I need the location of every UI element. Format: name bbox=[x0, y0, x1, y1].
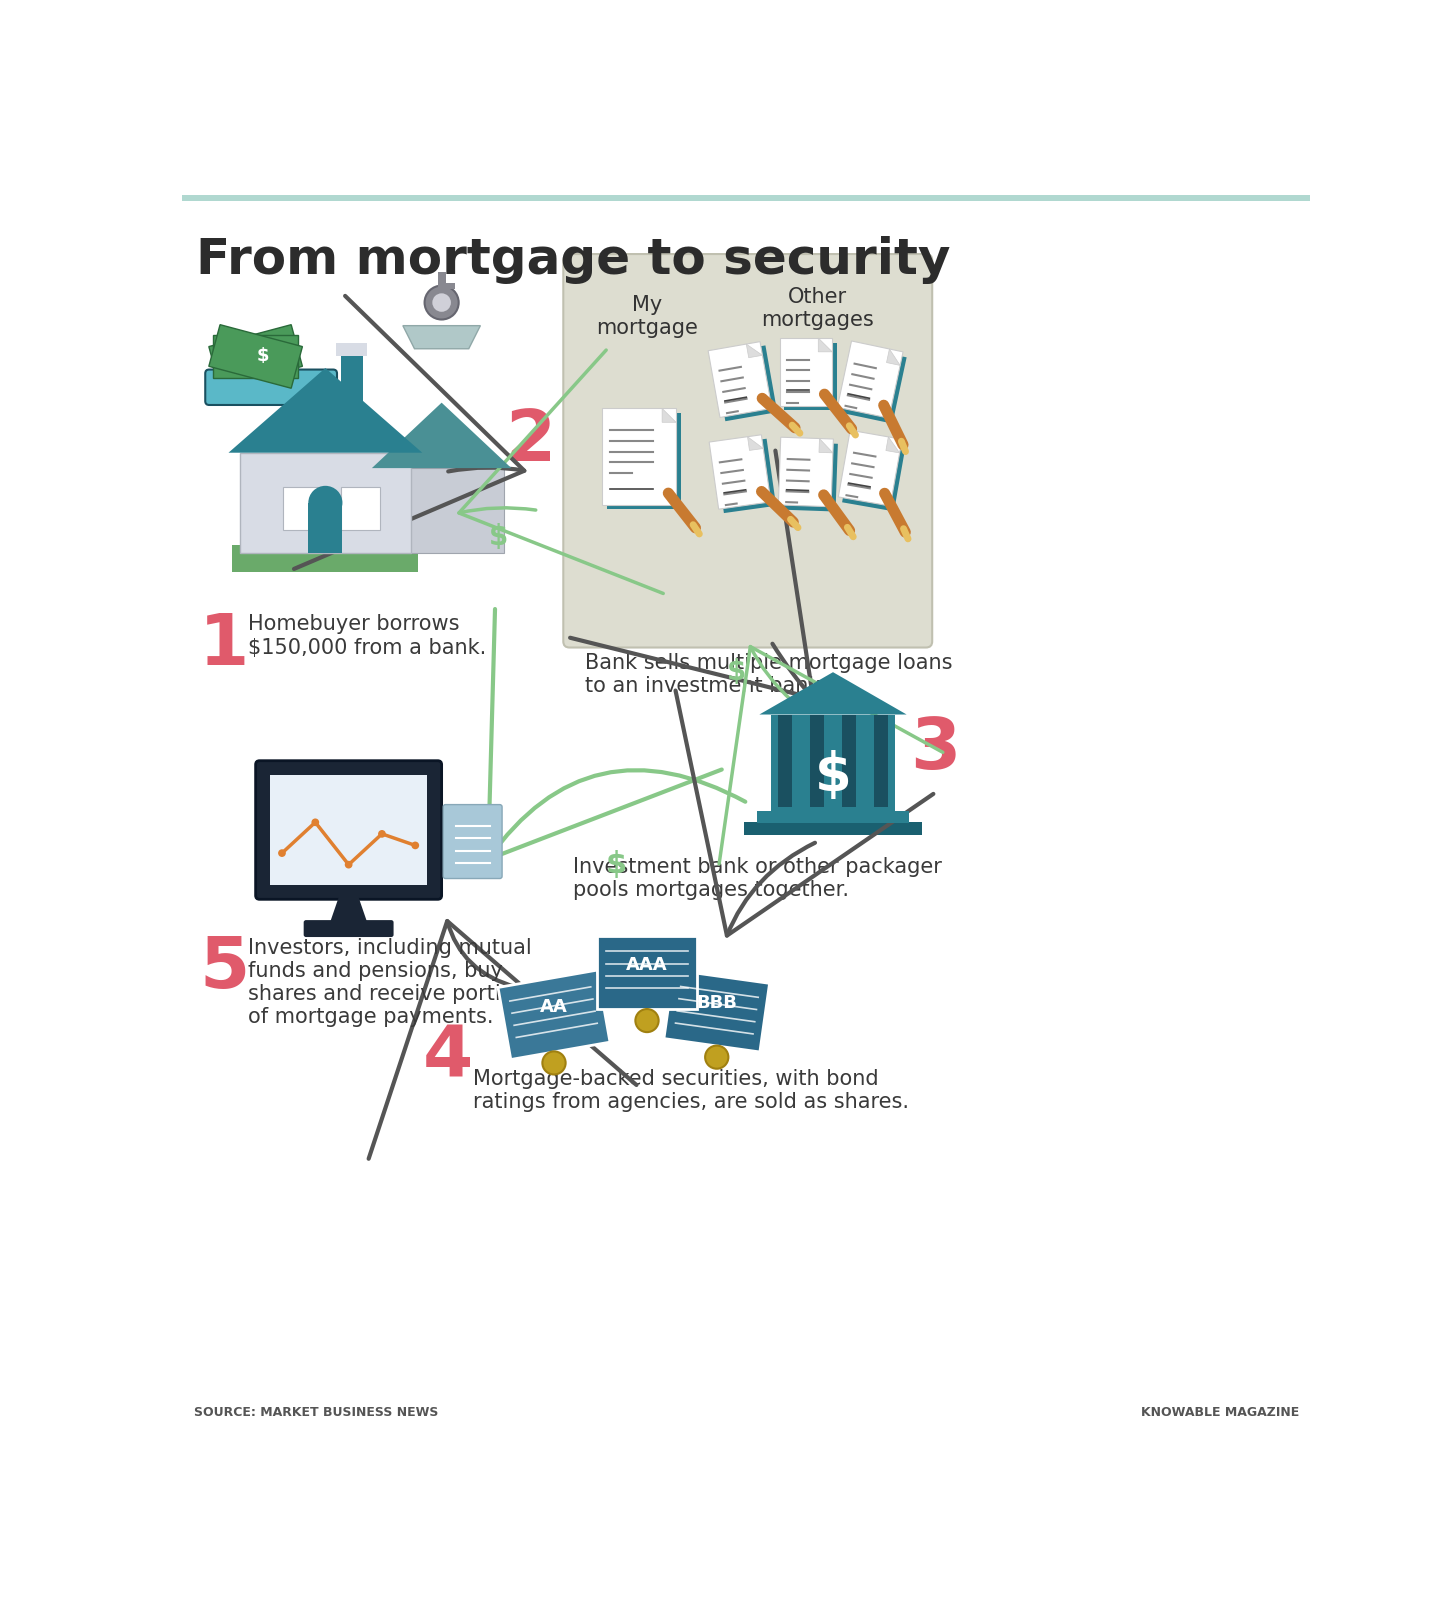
Text: AAA: AAA bbox=[626, 956, 668, 974]
FancyBboxPatch shape bbox=[336, 344, 367, 355]
Text: From mortgage to security: From mortgage to security bbox=[197, 237, 951, 284]
Polygon shape bbox=[885, 437, 900, 453]
Polygon shape bbox=[662, 409, 676, 422]
Text: 5: 5 bbox=[199, 933, 249, 1003]
FancyBboxPatch shape bbox=[778, 714, 792, 807]
Polygon shape bbox=[229, 368, 422, 453]
Text: Investment bank or other packager
pools mortgages together.: Investment bank or other packager pools … bbox=[574, 857, 942, 901]
Text: $: $ bbox=[258, 347, 269, 365]
FancyBboxPatch shape bbox=[810, 714, 824, 807]
Text: 3: 3 bbox=[910, 714, 961, 784]
Polygon shape bbox=[887, 349, 900, 365]
Polygon shape bbox=[664, 971, 770, 1052]
Polygon shape bbox=[747, 344, 763, 357]
FancyBboxPatch shape bbox=[341, 487, 380, 529]
FancyBboxPatch shape bbox=[341, 352, 363, 414]
Polygon shape bbox=[818, 438, 833, 453]
Polygon shape bbox=[329, 896, 368, 925]
FancyBboxPatch shape bbox=[563, 255, 932, 648]
Text: Bank sells multiple mortgage loans
to an investment bank.: Bank sells multiple mortgage loans to an… bbox=[585, 652, 952, 696]
Polygon shape bbox=[713, 346, 778, 422]
FancyBboxPatch shape bbox=[842, 714, 856, 807]
FancyBboxPatch shape bbox=[744, 823, 922, 834]
FancyBboxPatch shape bbox=[438, 271, 446, 315]
Polygon shape bbox=[371, 403, 511, 467]
Circle shape bbox=[345, 860, 352, 868]
Polygon shape bbox=[709, 435, 770, 510]
FancyBboxPatch shape bbox=[182, 195, 1310, 201]
Circle shape bbox=[309, 485, 342, 519]
Circle shape bbox=[425, 286, 459, 320]
FancyBboxPatch shape bbox=[446, 284, 454, 289]
FancyBboxPatch shape bbox=[213, 334, 298, 378]
Text: Investors, including mutual
funds and pensions, buy
shares and receive portion
o: Investors, including mutual funds and pe… bbox=[248, 938, 531, 1027]
Text: Homebuyer borrows
$150,000 from a bank.: Homebuyer borrows $150,000 from a bank. bbox=[248, 615, 486, 657]
Polygon shape bbox=[498, 971, 610, 1060]
Text: 2: 2 bbox=[505, 407, 556, 476]
Polygon shape bbox=[785, 342, 837, 411]
Text: KNOWABLE MAGAZINE: KNOWABLE MAGAZINE bbox=[1140, 1406, 1299, 1419]
Polygon shape bbox=[747, 437, 763, 451]
FancyBboxPatch shape bbox=[874, 714, 888, 807]
Text: Mortgage-backed securities, with bond
ratings from agencies, are sold as shares.: Mortgage-backed securities, with bond ra… bbox=[473, 1068, 909, 1112]
Polygon shape bbox=[779, 338, 833, 406]
Polygon shape bbox=[607, 414, 681, 510]
FancyBboxPatch shape bbox=[380, 467, 504, 553]
Circle shape bbox=[705, 1045, 728, 1068]
Polygon shape bbox=[839, 430, 903, 506]
Circle shape bbox=[412, 842, 419, 849]
Text: $: $ bbox=[249, 347, 262, 365]
Polygon shape bbox=[403, 326, 480, 349]
Polygon shape bbox=[842, 435, 906, 511]
Polygon shape bbox=[715, 438, 776, 513]
Circle shape bbox=[379, 829, 386, 837]
Text: AA: AA bbox=[540, 998, 568, 1016]
FancyBboxPatch shape bbox=[240, 453, 411, 553]
Circle shape bbox=[278, 849, 285, 857]
Text: $: $ bbox=[814, 750, 852, 802]
Circle shape bbox=[543, 1052, 565, 1074]
FancyBboxPatch shape bbox=[271, 776, 427, 885]
Polygon shape bbox=[708, 342, 772, 417]
Text: SOURCE: MARKET BUSINESS NEWS: SOURCE: MARKET BUSINESS NEWS bbox=[194, 1406, 438, 1419]
FancyBboxPatch shape bbox=[757, 812, 909, 823]
FancyBboxPatch shape bbox=[282, 487, 322, 529]
Circle shape bbox=[635, 1010, 658, 1032]
FancyBboxPatch shape bbox=[256, 761, 441, 899]
Polygon shape bbox=[818, 338, 833, 352]
Polygon shape bbox=[783, 441, 837, 511]
Circle shape bbox=[432, 294, 451, 312]
FancyBboxPatch shape bbox=[208, 325, 303, 388]
Polygon shape bbox=[779, 437, 833, 506]
FancyBboxPatch shape bbox=[304, 920, 393, 936]
FancyBboxPatch shape bbox=[208, 325, 303, 388]
FancyBboxPatch shape bbox=[443, 805, 502, 878]
Polygon shape bbox=[760, 672, 907, 714]
Text: $: $ bbox=[253, 347, 266, 365]
Polygon shape bbox=[603, 409, 676, 505]
FancyBboxPatch shape bbox=[205, 370, 336, 406]
Polygon shape bbox=[597, 936, 697, 1010]
FancyBboxPatch shape bbox=[233, 545, 418, 571]
FancyBboxPatch shape bbox=[772, 714, 895, 815]
Text: 4: 4 bbox=[422, 1022, 473, 1092]
Polygon shape bbox=[837, 341, 903, 419]
Text: $: $ bbox=[606, 850, 626, 880]
Polygon shape bbox=[842, 346, 907, 424]
Text: Other
mortgages: Other mortgages bbox=[761, 287, 874, 331]
FancyBboxPatch shape bbox=[446, 295, 454, 300]
Text: $: $ bbox=[489, 523, 508, 552]
Circle shape bbox=[312, 818, 319, 826]
Text: 1: 1 bbox=[199, 610, 249, 680]
Text: BBB: BBB bbox=[696, 995, 737, 1013]
FancyBboxPatch shape bbox=[309, 503, 342, 553]
Text: $: $ bbox=[727, 659, 745, 687]
Text: My
mortgage: My mortgage bbox=[596, 295, 697, 338]
